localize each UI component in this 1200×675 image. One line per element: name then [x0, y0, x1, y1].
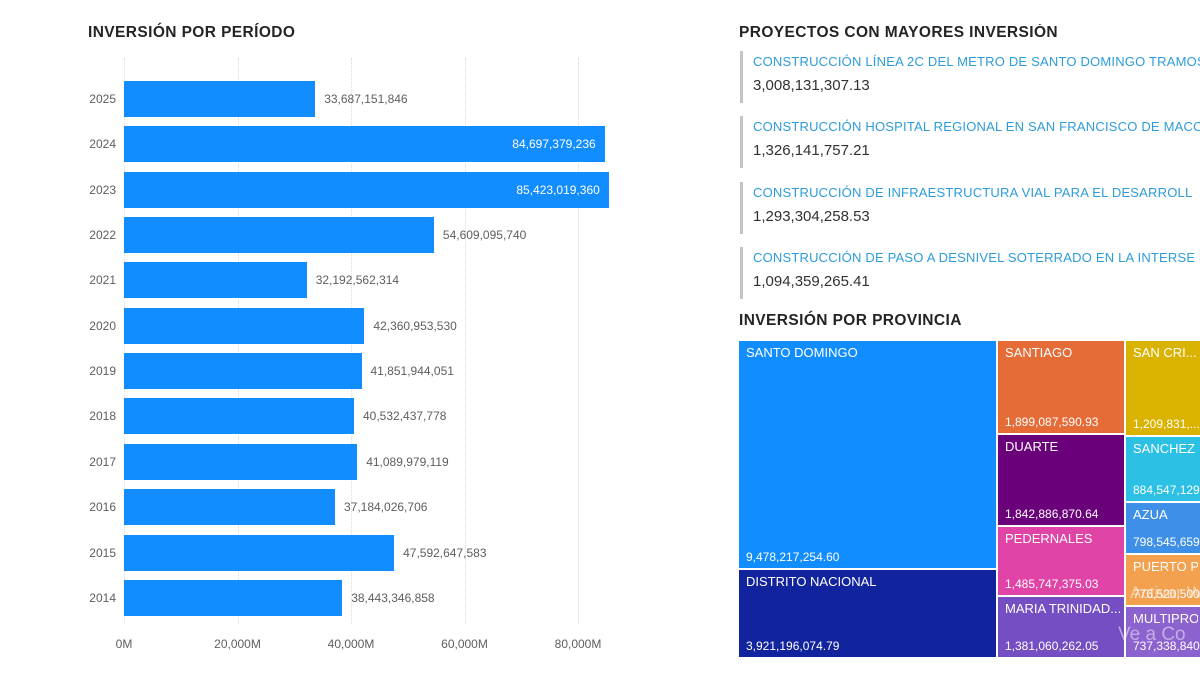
y-axis-label-2022: 2022	[89, 228, 116, 243]
treemap-block[interactable]: DUARTE 1,842,886,870.64	[998, 435, 1124, 525]
bar-value-2019: 41,851,944,051	[370, 364, 454, 379]
treemap-title: INVERSIÓN POR PROVINCIA	[739, 312, 962, 329]
treemap-block-value: 3,921,196,074.79	[746, 639, 840, 653]
treemap-block-name: SANTIAGO	[1005, 345, 1073, 360]
treemap-block[interactable]: SANTIAGO 1,899,087,590.93	[998, 341, 1124, 433]
treemap-block-name: SAN CRI...	[1133, 345, 1197, 360]
treemap-block-value: 776,520,500.	[1133, 587, 1200, 601]
y-axis-label-2016: 2016	[89, 500, 116, 515]
treemap-block-name: MULTIPRO...	[1133, 611, 1198, 626]
y-axis-label-2019: 2019	[89, 364, 116, 379]
bar-2019[interactable]	[124, 353, 362, 390]
treemap-block[interactable]: AZUA 798,545,659.	[1126, 503, 1200, 553]
bar-value-2015: 47,592,647,583	[403, 545, 487, 560]
y-axis-label-2018: 2018	[89, 409, 116, 424]
treemap-block[interactable]: PUERTO PL... 776,520,500.	[1126, 555, 1200, 605]
bar-value-2022: 54,609,095,740	[442, 228, 527, 243]
project-item[interactable]: CONSTRUCCIÓN HOSPITAL REGIONAL EN SAN FR…	[740, 116, 1200, 169]
treemap-block[interactable]: PEDERNALES 1,485,747,375.03	[998, 527, 1124, 595]
treemap-block-name: SANCHEZ ...	[1133, 441, 1198, 456]
bar-2017[interactable]	[124, 443, 358, 480]
bar-2021[interactable]	[124, 262, 307, 299]
treemap-block-value: 884,547,129.	[1133, 483, 1200, 497]
treemap-block[interactable]: MARIA TRINIDAD... 1,381,060,262.05	[998, 597, 1124, 657]
treemap-block[interactable]: DISTRITO NACIONAL 3,921,196,074.79	[739, 570, 996, 657]
x-axis-tick: 60,000M	[441, 637, 488, 651]
project-value: 1,094,359,265.41	[753, 273, 870, 291]
bar-value-2023: 85,423,019,360	[516, 182, 600, 197]
treemap-block-name: DISTRITO NACIONAL	[746, 574, 877, 589]
project-name: CONSTRUCCIÓN DE PASO A DESNIVEL SOTERRAD…	[753, 250, 1196, 266]
treemap-block[interactable]: SAN CRI... 1,209,831,...	[1126, 341, 1200, 435]
project-item[interactable]: CONSTRUCCIÓN DE INFRAESTRUCTURA VIAL PAR…	[740, 181, 1200, 234]
y-axis-label-2021: 2021	[89, 273, 116, 288]
bar-value-2024: 84,697,379,236	[512, 137, 596, 152]
treemap-block-value: 1,842,886,870.64	[1005, 507, 1099, 521]
project-item[interactable]: CONSTRUCCIÓN DE PASO A DESNIVEL SOTERRAD…	[740, 247, 1200, 300]
treemap-block-name: MARIA TRINIDAD...	[1005, 601, 1122, 616]
treemap-block-name: PEDERNALES	[1005, 531, 1093, 546]
y-axis-label-2024: 2024	[89, 137, 116, 152]
y-axis-label-2023: 2023	[89, 182, 116, 197]
bar-chart-title: INVERSIÓN POR PERÍODO	[88, 24, 296, 41]
treemap-block[interactable]: SANCHEZ ... 884,547,129.	[1126, 437, 1200, 501]
bar-value-2020: 42,360,953,530	[373, 318, 457, 333]
treemap-block-value: 9,478,217,254.60	[746, 550, 840, 564]
treemap-block-name: PUERTO PL...	[1133, 559, 1198, 574]
treemap-block[interactable]: SANTO DOMINGO 9,478,217,254.60	[739, 341, 996, 568]
y-axis-label-2017: 2017	[89, 454, 116, 469]
gridline	[578, 58, 579, 624]
bar-2015[interactable]	[124, 534, 395, 571]
treemap-block-name: DUARTE	[1005, 439, 1059, 454]
investment-by-province-treemap: SANTO DOMINGO 9,478,217,254.60 DISTRITO NA…	[739, 341, 1200, 658]
gridline	[464, 58, 466, 624]
projects-title: PROYECTOS CON MAYORES INVERSIÓN	[739, 24, 1059, 41]
treemap-block-value: 798,545,659.	[1133, 535, 1200, 549]
y-axis-label-2014: 2014	[89, 590, 116, 605]
x-axis-tick: 20,000M	[214, 637, 261, 651]
project-value: 3,008,131,307.13	[753, 77, 870, 94]
treemap-block[interactable]: MULTIPRO... 737,338,840.	[1126, 607, 1200, 657]
treemap-block-value: 1,381,060,262.05	[1005, 639, 1099, 653]
bar-2018[interactable]	[124, 398, 354, 435]
bar-value-2016: 37,184,026,706	[344, 500, 428, 515]
x-axis-tick: 80,000M	[554, 637, 602, 651]
bar-2016[interactable]	[124, 489, 335, 526]
bar-2023[interactable]	[124, 171, 609, 208]
project-value: 1,293,304,258.53	[753, 207, 870, 225]
bar-2025[interactable]	[124, 81, 316, 117]
project-name: CONSTRUCCIÓN LÍNEA 2C DEL METRO DE SANTO…	[753, 54, 1200, 69]
bar-2020[interactable]	[124, 307, 365, 344]
x-axis-tick: 40,000M	[327, 637, 375, 651]
treemap-block-value: 1,209,831,...	[1133, 417, 1200, 431]
bar-2022[interactable]	[124, 217, 434, 254]
treemap-block-value: 1,899,087,590.93	[1005, 415, 1099, 429]
bar-value-2018: 40,532,437,778	[363, 409, 447, 424]
project-name: CONSTRUCCIÓN DE INFRAESTRUCTURA VIAL PAR…	[753, 184, 1193, 200]
x-axis-tick: 0M	[115, 637, 133, 651]
project-item[interactable]: CONSTRUCCIÓN LÍNEA 2C DEL METRO DE SANTO…	[740, 51, 1200, 103]
bar-value-2017: 41,089,979,119	[366, 454, 449, 469]
project-value: 1,326,141,757.21	[753, 142, 870, 160]
treemap-block-value: 1,485,747,375.03	[1005, 577, 1099, 591]
y-axis-label-2015: 2015	[89, 545, 116, 560]
y-axis-label-2020: 2020	[89, 318, 116, 333]
bar-value-2014: 38,443,346,858	[351, 590, 435, 605]
treemap-block-name: AZUA	[1133, 507, 1168, 522]
bar-2024[interactable]	[124, 126, 605, 163]
top-projects-card: PROYECTOS CON MAYORES INVERSIÓN CONSTRUC…	[739, 24, 1200, 314]
bar-value-2025: 33,687,151,846	[324, 92, 408, 106]
bar-value-2021: 32,192,562,314	[315, 273, 400, 288]
project-name: CONSTRUCCIÓN HOSPITAL REGIONAL EN SAN FR…	[753, 119, 1200, 135]
treemap-block-value: 737,338,840.	[1133, 639, 1200, 653]
bar-2014[interactable]	[124, 579, 343, 616]
investment-by-period-chart: INVERSIÓN POR PERÍODO 0M 20,000M 40,000M 60…	[88, 24, 609, 651]
treemap-block-name: SANTO DOMINGO	[746, 345, 858, 360]
y-axis-label-2025: 2025	[89, 92, 116, 106]
